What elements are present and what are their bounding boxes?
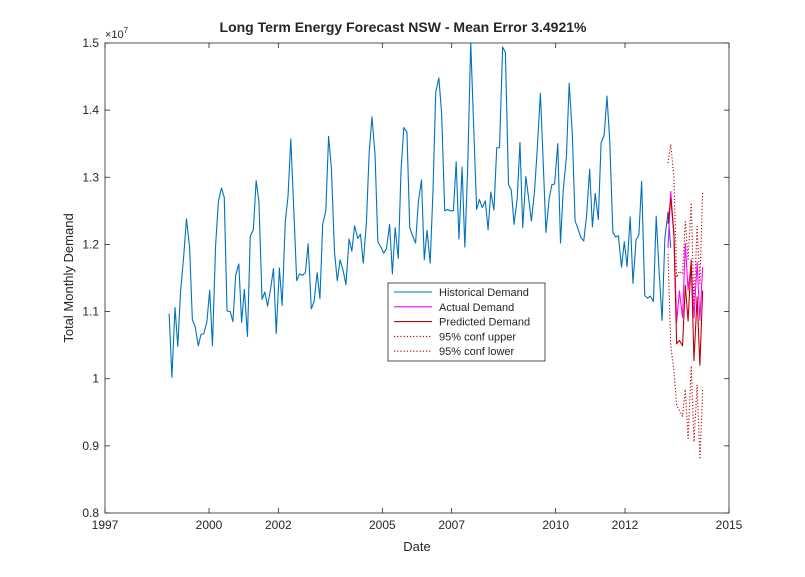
y-tick-label: 0.8 — [82, 506, 99, 520]
chart-title: Long Term Energy Forecast NSW - Mean Err… — [220, 19, 588, 35]
series-line-predicted-demand — [667, 197, 704, 366]
x-tick-label: 2010 — [542, 518, 569, 532]
x-tick-label: 2007 — [438, 518, 465, 532]
y-exponent-label: ×107 — [105, 26, 129, 41]
y-tick-label: 1.2 — [82, 237, 99, 251]
x-tick-label: 2005 — [369, 518, 396, 532]
legend: Historical Demand Actual Demand Predicted … — [387, 282, 546, 362]
y-tick-label: 1.3 — [82, 170, 99, 184]
x-tick-label: 2015 — [716, 518, 743, 532]
series-line-95-conf-upper — [667, 143, 704, 306]
x-tick-label: 1997 — [92, 518, 119, 532]
legend-label: Actual Demand — [439, 302, 514, 314]
series-layer — [168, 43, 704, 460]
legend-label: 95% conf lower — [439, 346, 515, 358]
x-tick-label: 2012 — [612, 518, 639, 532]
plot-area — [105, 43, 729, 513]
x-tick-label: 2000 — [196, 518, 223, 532]
y-axis-label: Total Monthly Demand — [61, 213, 76, 342]
axes-box — [104, 42, 730, 514]
ticks-layer: 1997 2000 2002 2005 2007 2010 2012 2015 0.8 0.9 1 1… — [82, 36, 742, 532]
y-tick-label: 1.4 — [82, 103, 99, 117]
legend-label: Predicted Demand — [439, 317, 530, 329]
y-tick-label: 1.1 — [82, 305, 99, 319]
legend-label: 95% conf upper — [439, 331, 516, 343]
series-line-historical-demand — [168, 43, 672, 378]
y-exponent-power: 7 — [124, 26, 129, 35]
y-exponent-base: ×10 — [105, 29, 124, 41]
x-axis-label: Date — [403, 539, 430, 554]
y-tick-label: 0.9 — [82, 439, 99, 453]
y-tick-label: 1 — [92, 372, 99, 386]
x-tick-label: 2002 — [265, 518, 292, 532]
y-tick-label: 1.5 — [82, 36, 99, 50]
legend-label: Historical Demand — [439, 287, 529, 299]
